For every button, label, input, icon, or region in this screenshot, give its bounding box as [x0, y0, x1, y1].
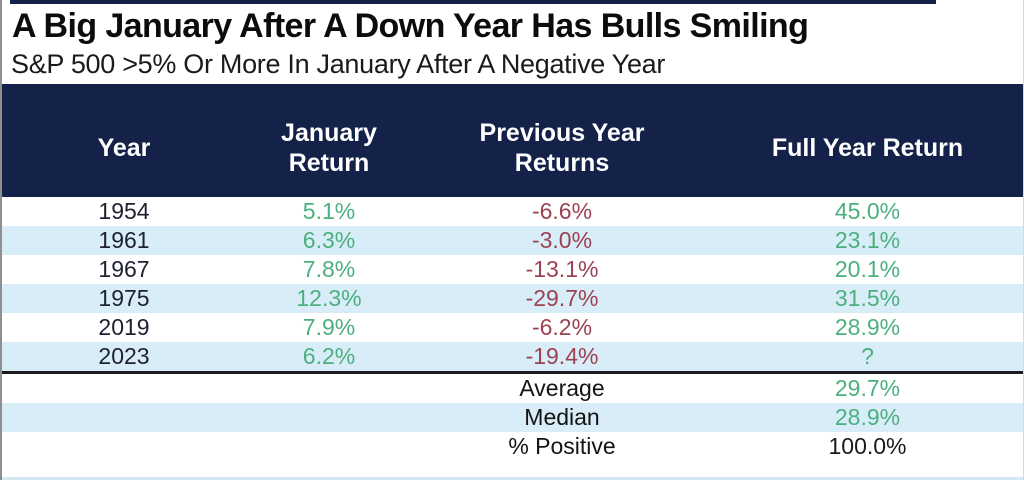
full-year-return-cell: 45.0%: [834, 198, 901, 224]
year-cell: 2023: [98, 343, 150, 369]
summary-row-average: Average 29.7%: [2, 371, 1023, 403]
table-row: 1961 6.3% -3.0% 23.1%: [2, 226, 1023, 255]
january-return-cell: 5.1%: [302, 198, 356, 224]
january-return-cell: 7.8%: [302, 256, 356, 282]
summary-label: % Positive: [508, 433, 616, 459]
table-row: 2019 7.9% -6.2% 28.9%: [2, 313, 1023, 342]
table-row: 1967 7.8% -13.1% 20.1%: [2, 255, 1023, 284]
year-cell: 1961: [98, 227, 150, 253]
table-row: 1975 12.3% -29.7% 31.5%: [2, 284, 1023, 313]
page-subtitle: S&P 500 >5% Or More In January After A N…: [11, 49, 666, 79]
full-year-return-cell: 28.9%: [834, 314, 901, 340]
page-title: A Big January After A Down Year Has Bull…: [12, 7, 809, 45]
summary-row-percent-positive: % Positive 100.0%: [2, 432, 1023, 461]
year-cell: 2019: [98, 314, 150, 340]
previous-year-return-cell: -3.0%: [531, 227, 593, 253]
full-year-return-cell: 20.1%: [834, 256, 901, 282]
full-year-return-cell: ?: [861, 343, 874, 369]
summary-label: Average: [519, 375, 605, 401]
january-return-cell: 7.9%: [302, 314, 356, 340]
table-row: 1954 5.1% -6.6% 45.0%: [2, 197, 1023, 226]
column-header-year: Year: [97, 133, 151, 162]
previous-year-return-cell: -6.2%: [531, 314, 593, 340]
full-year-return-cell: 31.5%: [834, 285, 901, 311]
table-row: 2023 6.2% -19.4% ?: [2, 342, 1023, 371]
bottom-border-line: [2, 477, 1023, 480]
column-header-january-return: January Return: [281, 119, 377, 177]
january-return-cell: 12.3%: [296, 285, 362, 311]
year-cell: 1954: [98, 198, 150, 224]
summary-value: 29.7%: [834, 375, 901, 401]
january-return-cell: 6.2%: [302, 343, 356, 369]
january-return-cell: 6.3%: [302, 227, 356, 253]
previous-year-return-cell: -19.4%: [525, 343, 599, 369]
full-year-return-cell: 23.1%: [834, 227, 901, 253]
previous-year-return-cell: -13.1%: [525, 256, 599, 282]
previous-year-return-cell: -6.6%: [531, 198, 593, 224]
table-header-row: Year January Return Previous Year Return…: [2, 84, 1023, 197]
year-cell: 1975: [98, 285, 150, 311]
summary-row-median: Median 28.9%: [2, 403, 1023, 432]
year-cell: 1967: [98, 256, 150, 282]
top-border-line: [10, 0, 936, 4]
summary-value: 100.0%: [828, 433, 907, 459]
column-header-previous-year-returns: Previous Year Returns: [479, 119, 645, 177]
returns-table: Year January Return Previous Year Return…: [2, 84, 1023, 461]
summary-label: Median: [524, 404, 600, 430]
previous-year-return-cell: -29.7%: [525, 285, 599, 311]
column-header-full-year-return: Full Year Return: [771, 133, 964, 162]
summary-value: 28.9%: [834, 404, 901, 430]
